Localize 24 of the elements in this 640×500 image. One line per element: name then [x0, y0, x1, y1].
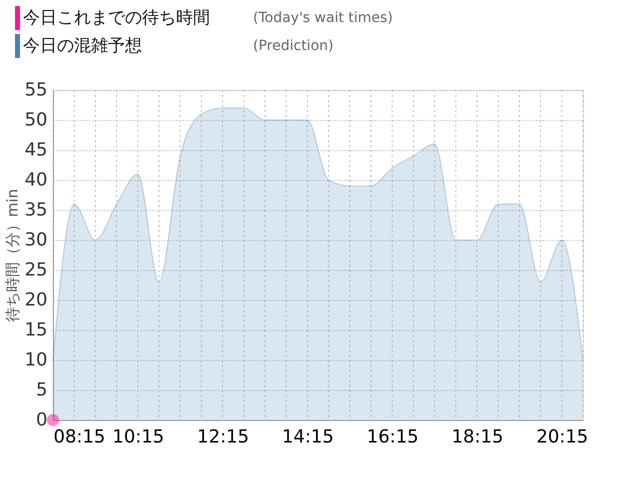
y-axis-title: 待ち時間（分）min [4, 188, 22, 322]
x-tick-label: 10:15 [112, 426, 164, 448]
y-tick-label: 10 [24, 350, 48, 370]
text: (Prediction) [253, 38, 334, 54]
y-tick-label: 0 [36, 410, 48, 430]
legend-label: 今日これまでの待ち時間 [23, 8, 210, 28]
y-tick-label: 35 [24, 200, 48, 220]
y-tick-label: 15 [24, 320, 48, 340]
x-tick-label: 12:15 [197, 426, 250, 448]
y-tick-label: 30 [24, 230, 48, 250]
y-tick-label: 50 [24, 110, 48, 130]
y-tick-label: 20 [24, 290, 48, 310]
y-tick-label: 25 [24, 260, 48, 280]
y-tick-label: 45 [24, 140, 48, 160]
y-tick-label: 40 [24, 170, 48, 190]
x-tick-label: 20:15 [536, 426, 588, 448]
x-tick-label: 14:15 [282, 426, 334, 448]
y-tick-label: 5 [36, 380, 48, 400]
x-tick-label: 18:15 [452, 426, 504, 448]
legend-label: 今日の混雑予想 [23, 36, 142, 56]
x-tick-label: 08:15 [54, 426, 106, 448]
text: (Today's wait times) [253, 10, 393, 26]
y-tick-label: 55 [24, 80, 48, 100]
x-tick-label: 16:15 [366, 426, 419, 448]
